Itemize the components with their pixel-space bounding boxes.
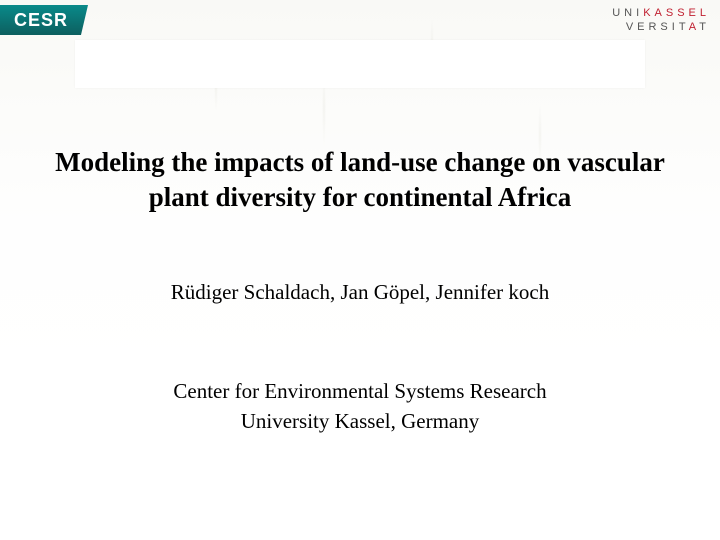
slide-affiliation: Center for Environmental Systems Researc… [173, 377, 546, 436]
slide-title: Modeling the impacts of land-use change … [50, 145, 670, 215]
slide-content: Modeling the impacts of land-use change … [0, 0, 720, 540]
affiliation-line1: Center for Environmental Systems Researc… [173, 377, 546, 406]
affiliation-line2: University Kassel, Germany [173, 407, 546, 436]
slide-authors: Rüdiger Schaldach, Jan Göpel, Jennifer k… [171, 280, 549, 305]
